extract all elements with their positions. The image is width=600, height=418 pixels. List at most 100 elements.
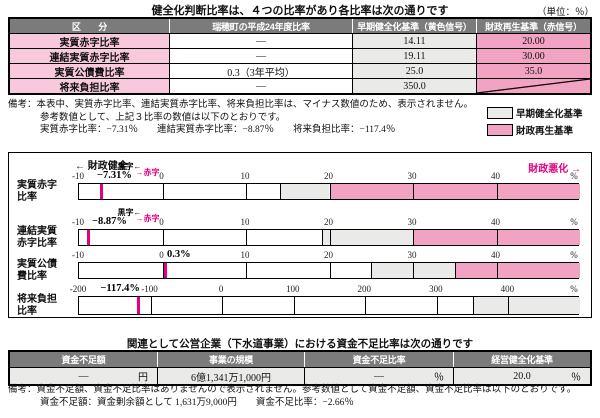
axis-tick-label: -10 xyxy=(72,217,84,227)
gridline xyxy=(413,230,414,245)
remarks-prefix: 備考： xyxy=(8,100,37,110)
legend-label: 財政再生基準 xyxy=(516,126,574,137)
reset-standard-swatch xyxy=(487,124,513,136)
section2-title: 関連として公営企業（下水道事業）における資金不足比率は次の通りです xyxy=(126,338,474,350)
unit-note: （単位：％） xyxy=(536,7,594,18)
column-header-shortfall: 資金不足額 xyxy=(10,352,157,367)
value-label: −7.31% xyxy=(97,170,132,181)
row-label: 連結実質赤字比率 xyxy=(10,48,169,63)
early-standard-zone xyxy=(322,230,413,245)
axis-tick-label: 0 xyxy=(218,284,224,294)
shortfall-ratio-cell: ― ％ xyxy=(304,367,453,384)
axis-unit-label: % xyxy=(570,171,578,181)
axis-tick-label: 40 xyxy=(491,171,500,181)
soundness-ratio-table: 区 分 瑞穂町の平成24年度比率 早期健全化基準（黄色信号） 財政再生基準（赤信… xyxy=(8,17,592,95)
remarks-block-2: 備考：資金不足額、資金不足比率はありませんので表示されません。参考数値として資金… xyxy=(8,384,600,409)
chart-row-label-line: 比率 xyxy=(17,305,37,317)
gridline xyxy=(162,263,164,278)
gridline xyxy=(413,184,414,199)
axis-tick-label: 10 xyxy=(240,217,250,227)
column-header-category: 区 分 xyxy=(10,19,169,33)
gridline xyxy=(329,263,331,278)
value-marker xyxy=(136,297,140,314)
remarks-block-1: 備考：本表中、実質赤字比率、連結実質赤字比率、将来負担比率は、マイナス数値のため… xyxy=(8,99,486,137)
axis-tick-label: 30 xyxy=(407,217,417,227)
business-scale-value: 6億1,341万1,000円 xyxy=(157,367,304,384)
reset-standard-zone xyxy=(454,263,580,278)
axis-tick-label: 30 xyxy=(407,250,417,260)
chart-row-label-line: 将来負担 xyxy=(17,293,57,305)
axis-tick-label: 100 xyxy=(285,284,300,294)
axis-tick-label: 30 xyxy=(407,171,417,181)
axis-tick-label: 20 xyxy=(324,250,333,260)
chart-row-label: 実質赤字 比率 xyxy=(17,180,75,204)
column-header-shortfall-ratio: 資金不足比率 xyxy=(304,352,453,367)
column-header-reset-standard: 財政再生基準（赤信号） xyxy=(476,19,590,33)
shortfall-ratio-value: ― xyxy=(374,370,384,382)
chart-row-label-line: 実質赤字 xyxy=(17,179,57,191)
chart-canvas: ← 財政健全 財政悪化 → 実質赤字 比率 -10 0 10 20 30 40% −7.31% 黒… xyxy=(8,152,592,318)
axis-tick-label: 40 xyxy=(491,217,500,227)
management-standard-cell: 20.0 ％ xyxy=(453,367,590,384)
axis-unit-label: % xyxy=(570,250,578,260)
diagonal-line xyxy=(477,79,590,93)
column-header-town-ratio: 瑞穂町の平成24年度比率 xyxy=(169,19,352,33)
surplus-annotation: 黒字← xyxy=(117,208,142,217)
chart-row-label: 実質公債 費比率 xyxy=(17,259,75,283)
gridline xyxy=(365,297,367,314)
chart-row-label-line: 実質公債 xyxy=(17,258,57,270)
management-standard-unit: ％ xyxy=(571,372,581,384)
chart-row-label-line: 連結実質 xyxy=(17,225,57,237)
reset-standard-value: 20.00 xyxy=(476,33,590,48)
gridline xyxy=(508,297,510,314)
deficit-annotation: →赤字 xyxy=(135,214,160,223)
gridline xyxy=(246,230,247,245)
column-header-business-scale: 事業の規模 xyxy=(157,352,304,367)
column-header-management-standard: 経営健全化基準 xyxy=(453,352,590,367)
reset-standard-empty-cell xyxy=(476,78,590,93)
shortfall-ratio-unit: ％ xyxy=(434,372,444,384)
reset-standard-zone xyxy=(329,184,580,199)
gridline xyxy=(162,184,164,199)
town-ratio-value: ― xyxy=(169,78,352,93)
axis-tick-label: 0 xyxy=(159,217,164,227)
axis-tick-label: 20 xyxy=(324,171,333,181)
gridline xyxy=(496,230,498,245)
financial-health-note: ← 財政健全 xyxy=(75,161,128,172)
axis-tick-label: -100 xyxy=(141,284,158,294)
value-marker xyxy=(99,184,103,199)
axis-tick-label: -200 xyxy=(69,284,87,294)
remarks-line: 備考：本表中、実質赤字比率、連結実質赤字比率、将来負担比率は、マイナス数値のため… xyxy=(8,99,486,112)
value-label: −8.87% xyxy=(91,216,127,227)
row-label: 将来負担比率 xyxy=(10,78,169,93)
early-standard-value: 350.0 xyxy=(352,78,476,93)
reset-standard-value: 30.00 xyxy=(476,48,590,63)
early-standard-value: 14.11 xyxy=(352,33,476,48)
axis-tick-label: 0 xyxy=(159,250,164,260)
reset-standard-value: 35.0 xyxy=(476,63,590,78)
gridline xyxy=(329,184,331,199)
gridline xyxy=(293,297,295,314)
management-standard-value: 20.0 xyxy=(513,370,531,382)
remarks-line: 備考：資金不足額、資金不足比率はありませんので表示されません。参考数値として資金… xyxy=(8,384,600,397)
bar-track xyxy=(78,262,580,279)
axis-tick-label: -10 xyxy=(72,250,84,260)
axis-tick-label: 0 xyxy=(159,171,164,181)
axis-tick-label: 300 xyxy=(429,284,443,294)
value-label: −117.4% xyxy=(100,283,140,294)
gridline xyxy=(329,230,331,245)
axis-tick-label: -10 xyxy=(72,171,84,181)
surplus-annotation: 黒字← xyxy=(117,162,142,171)
row-label: 実質公債費比率 xyxy=(10,63,169,78)
page-title: 健全化判断比率は、４つの比率があり各比率は次の通りです xyxy=(151,5,449,17)
axis-tick-label: 200 xyxy=(357,284,372,294)
row-label: 実質赤字比率 xyxy=(10,33,169,48)
early-standard-value: 19.11 xyxy=(352,48,476,63)
remarks-text: 資金不足額、資金不足比率はありませんので表示されません。参考数値として資金不足額… xyxy=(36,385,577,395)
gridline xyxy=(222,297,224,314)
town-ratio-value: 0.3（3年平均） xyxy=(169,63,352,78)
axis-tick-label: 400 xyxy=(500,284,515,294)
chart-row-label-line: 比率 xyxy=(17,191,37,203)
value-marker xyxy=(163,263,167,278)
